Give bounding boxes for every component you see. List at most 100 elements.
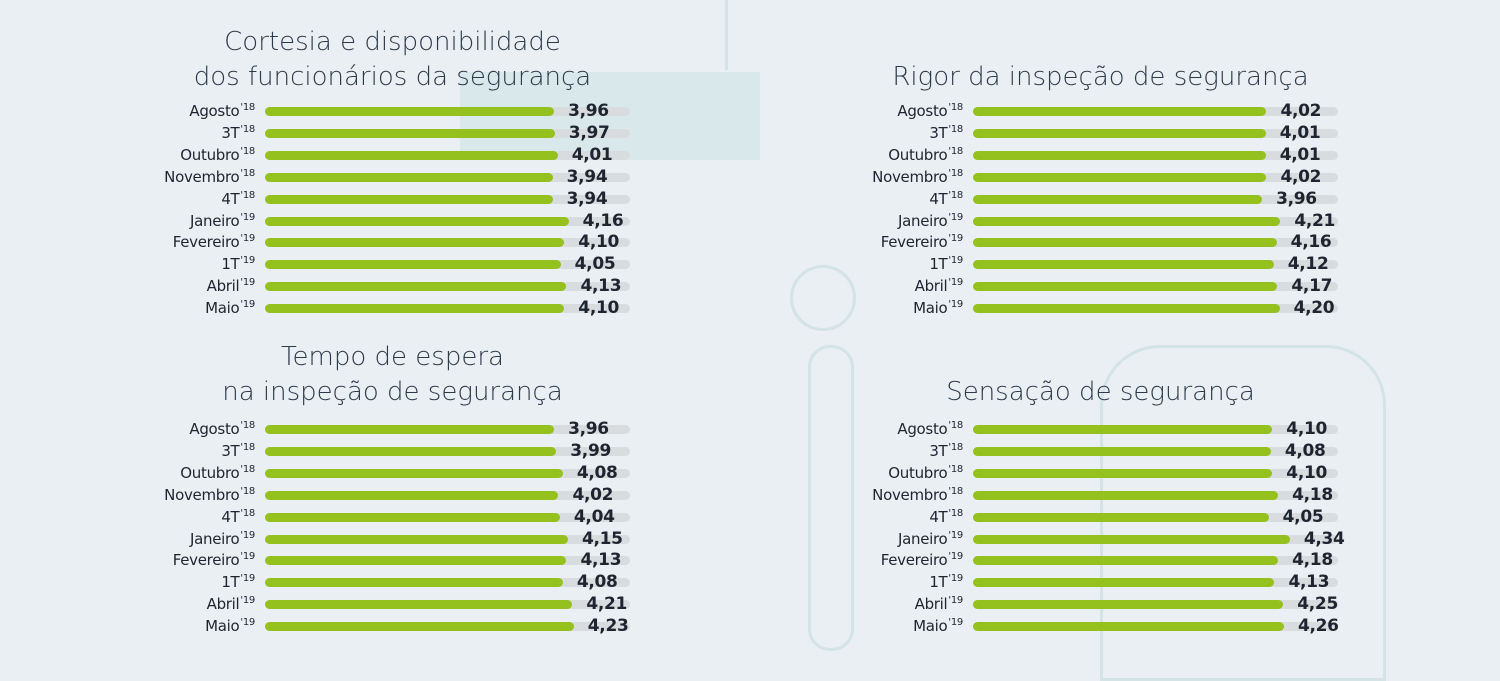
category-label: Novembro'18: [872, 167, 963, 186]
bar-row: 1T'19 4,12: [708, 254, 1408, 276]
bar: [973, 216, 1281, 226]
bar-row: Janeiro'19 4,16: [0, 211, 700, 233]
value-label: 4,16: [582, 210, 624, 231]
bar-row: 1T'19 4,13: [708, 572, 1408, 594]
bar-row: Outubro'18 4,01: [0, 145, 700, 167]
category-label: Outubro'18: [888, 463, 963, 482]
bar: [265, 490, 559, 500]
chart-title: na inspeção de segurança: [222, 377, 563, 407]
value-label: 3,99: [570, 440, 612, 461]
category-year: '18: [948, 189, 963, 201]
category-year: '18: [948, 420, 963, 431]
value-label: 3,94: [566, 188, 608, 209]
category-label: Maio'19: [913, 299, 963, 318]
category-label: Fevereiro'19: [880, 551, 964, 570]
category-label: 3T'18: [221, 123, 255, 142]
value-label: 4,01: [1279, 144, 1321, 165]
value-label: 4,01: [571, 144, 613, 165]
bar: [265, 468, 563, 478]
category-label: 3T'18: [929, 441, 963, 460]
category-year: '19: [240, 551, 255, 563]
bar-row: Outubro'18 4,01: [708, 145, 1408, 167]
category-label: 1T'19: [929, 255, 963, 274]
chart-title: Cortesia e disponibilidade: [224, 27, 561, 57]
bar: [973, 556, 1279, 566]
value-label: 4,10: [1286, 462, 1328, 483]
bar: [265, 238, 565, 248]
chart-title: dos funcionários da segurança: [193, 62, 592, 92]
category-label: Abril'19: [914, 277, 964, 296]
bar-row: Outubro'18 4,10: [708, 463, 1408, 485]
category-label: Maio'19: [205, 299, 255, 318]
category-year: '18: [240, 145, 255, 157]
bar-row: Janeiro'19 4,21: [708, 211, 1408, 233]
category-label: 1T'19: [929, 573, 963, 592]
bar-row: Janeiro'19 4,15: [0, 529, 700, 551]
value-label: 4,02: [1280, 101, 1322, 121]
category-year: '19: [948, 255, 963, 267]
category-label: Outubro'18: [888, 145, 963, 164]
bar-row: 4T'18 3,94: [0, 189, 700, 211]
bar: [265, 194, 553, 204]
bar: [973, 622, 1284, 632]
bar: [265, 216, 569, 226]
category-label: Outubro'18: [180, 145, 255, 164]
value-label: 4,13: [580, 276, 622, 297]
value-label: 4,15: [581, 528, 623, 549]
value-label: 4,01: [1279, 122, 1321, 143]
category-year: '18: [948, 123, 963, 135]
bar: [265, 600, 573, 610]
value-label: 4,18: [1292, 550, 1333, 571]
category-year: '19: [240, 617, 255, 629]
bar-row: 1T'19 4,08: [0, 572, 700, 594]
category-year: '18: [948, 441, 963, 453]
bar-row: Abril'19 4,21: [0, 594, 700, 616]
bar: [973, 194, 1263, 204]
category-label: 4T'18: [929, 507, 963, 526]
category-label: Agosto'18: [897, 420, 963, 438]
category-year: '18: [948, 507, 963, 519]
value-label: 4,12: [1287, 254, 1329, 275]
category-label: Abril'19: [206, 277, 256, 296]
value-label: 4,20: [1293, 298, 1335, 319]
category-label: Janeiro'19: [189, 211, 255, 230]
bar-row: Fevereiro'19 4,10: [0, 232, 700, 254]
category-year: '18: [948, 463, 963, 475]
value-label: 4,21: [1294, 210, 1336, 231]
bar: [265, 304, 565, 314]
value-label: 4,17: [1291, 276, 1333, 297]
category-year: '19: [948, 211, 963, 223]
bar: [973, 304, 1280, 314]
bar-row: 3T'18 4,01: [708, 123, 1408, 145]
value-label: 4,10: [578, 232, 620, 253]
bar-row: 1T'19 4,05: [0, 254, 700, 276]
bar-row: Novembro'18 4,02: [0, 485, 700, 507]
value-label: 3,96: [1276, 188, 1317, 209]
bar: [973, 260, 1274, 270]
category-label: Maio'19: [205, 617, 255, 636]
decorative-background-shape: [460, 72, 760, 160]
value-label: 4,02: [1280, 166, 1322, 187]
category-year: '19: [948, 529, 963, 541]
bar: [265, 622, 574, 632]
value-label: 3,96: [568, 419, 609, 439]
category-label: Agosto'18: [189, 420, 255, 438]
bar-row: 4T'18 4,04: [0, 507, 700, 529]
value-label: 4,13: [1288, 572, 1330, 593]
bar-row: Novembro'18 3,94: [0, 167, 700, 189]
bar-row: Maio'19 4,26: [708, 616, 1408, 638]
category-year: '19: [240, 277, 255, 289]
category-year: '18: [948, 145, 963, 157]
value-label: 4,10: [578, 298, 620, 319]
category-label: Novembro'18: [872, 485, 963, 504]
bar: [973, 600, 1284, 610]
bar: [973, 238, 1277, 248]
category-year: '18: [240, 463, 255, 475]
bar-row: 3T'18 4,08: [708, 441, 1408, 463]
category-year: '19: [948, 551, 963, 563]
bar: [265, 578, 563, 588]
category-label: Abril'19: [206, 595, 256, 614]
bar: [973, 512, 1269, 522]
category-year: '19: [240, 255, 255, 267]
category-label: Janeiro'19: [189, 529, 255, 548]
